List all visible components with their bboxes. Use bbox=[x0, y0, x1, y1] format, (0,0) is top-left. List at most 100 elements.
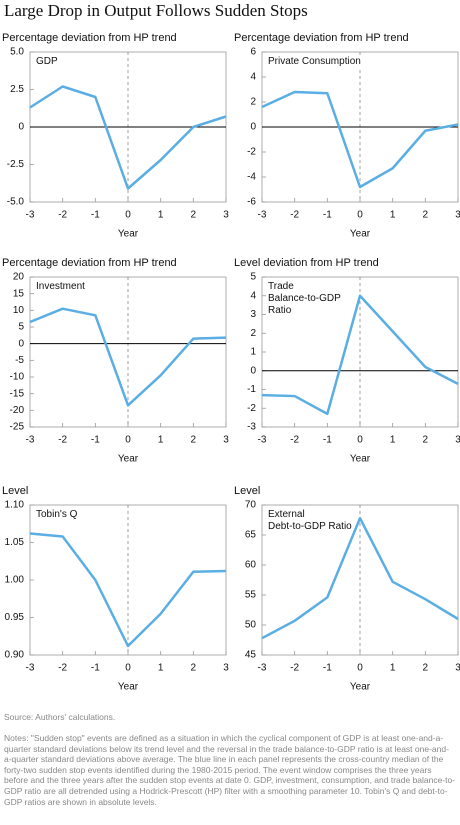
x-tick-label: -3 bbox=[26, 210, 35, 221]
x-tick-label: 3 bbox=[455, 435, 460, 446]
x-tick-label: -1 bbox=[323, 435, 332, 446]
x-tick-label: -3 bbox=[26, 663, 35, 674]
y-tick-label: -25 bbox=[10, 422, 25, 433]
notes: Notes: "Sudden stop" events are defined … bbox=[4, 733, 456, 807]
y-axis-label: Percentage deviation from HP trend bbox=[2, 32, 177, 44]
x-tick-label: 2 bbox=[423, 663, 429, 674]
x-tick-label: 0 bbox=[125, 435, 131, 446]
y-tick-label: 1.00 bbox=[5, 575, 25, 586]
data-line bbox=[29, 307, 227, 407]
y-tick-label: -2 bbox=[247, 403, 256, 414]
x-tick-label: 0 bbox=[125, 210, 131, 221]
x-tick-label: 2 bbox=[423, 435, 429, 446]
x-tick-label: 2 bbox=[191, 435, 197, 446]
x-tick-label: 3 bbox=[223, 210, 229, 221]
x-tick-label: 0 bbox=[357, 663, 363, 674]
x-tick-label: 3 bbox=[223, 663, 229, 674]
x-axis-label: Year bbox=[350, 229, 371, 240]
y-tick-label: 60 bbox=[245, 560, 257, 571]
x-tick-label: 2 bbox=[191, 210, 197, 221]
x-tick-label: -1 bbox=[91, 663, 100, 674]
x-tick-label: -1 bbox=[91, 210, 100, 221]
x-tick-label: 1 bbox=[158, 435, 164, 446]
y-tick-label: 6 bbox=[250, 47, 256, 58]
y-tick-label: -2 bbox=[247, 147, 256, 158]
panel-title: Private Consumption bbox=[268, 56, 361, 68]
y-tick-label: -1 bbox=[247, 384, 256, 395]
x-tick-label: -1 bbox=[91, 435, 100, 446]
y-axis-label: Percentage deviation from HP trend bbox=[234, 32, 409, 44]
panel: 0.90 0.95 1.00 1.05 1.10 -3 -2 -1 0 1 2 3 Year bbox=[5, 500, 230, 693]
y-tick-label: 2.5 bbox=[10, 84, 24, 95]
x-tick-label: 1 bbox=[390, 210, 396, 221]
y-tick-label: -20 bbox=[10, 405, 25, 416]
page-title: Large Drop in Output Follows Sudden Stop… bbox=[4, 1, 308, 20]
x-axis-label: Year bbox=[118, 229, 139, 240]
panel-title: Trade Balance-to-GDP Ratio bbox=[268, 281, 341, 317]
data-line bbox=[261, 516, 459, 640]
x-tick-label: -1 bbox=[323, 210, 332, 221]
x-axis-label: Year bbox=[118, 682, 139, 693]
panel-title: Tobin's Q bbox=[36, 509, 78, 521]
x-tick-label: 1 bbox=[158, 663, 164, 674]
y-tick-label: 0 bbox=[18, 338, 24, 349]
y-axis-label: Level deviation from HP trend bbox=[234, 257, 379, 269]
panel-title: Investment bbox=[36, 281, 85, 293]
x-tick-label: -3 bbox=[26, 435, 35, 446]
y-axis-label: Percentage deviation from HP trend bbox=[2, 257, 177, 269]
x-tick-label: -2 bbox=[58, 435, 67, 446]
x-tick-label: 1 bbox=[390, 663, 396, 674]
y-tick-label: 1 bbox=[250, 347, 256, 358]
panel: -6 -4 -2 0 2 4 6 -3 -2 -1 0 1 2 3 Year bbox=[247, 47, 460, 240]
y-tick-label: 4 bbox=[250, 290, 256, 301]
y-tick-label: -5.0 bbox=[7, 197, 25, 208]
x-tick-label: -2 bbox=[290, 210, 299, 221]
data-line bbox=[261, 90, 459, 189]
x-tick-label: -3 bbox=[258, 210, 267, 221]
x-tick-label: -1 bbox=[323, 663, 332, 674]
y-tick-label: 0 bbox=[250, 365, 256, 376]
x-tick-label: -3 bbox=[258, 663, 267, 674]
x-tick-label: 2 bbox=[423, 210, 429, 221]
panel-title: GDP bbox=[36, 56, 58, 68]
y-tick-label: 1.05 bbox=[5, 537, 25, 548]
data-line bbox=[29, 532, 227, 648]
y-tick-label: 55 bbox=[245, 590, 257, 601]
y-tick-label: 4 bbox=[250, 72, 256, 83]
x-tick-label: 2 bbox=[191, 663, 197, 674]
y-tick-label: 20 bbox=[13, 272, 25, 283]
x-axis-label: Year bbox=[350, 682, 371, 693]
y-tick-label: 0.90 bbox=[5, 650, 25, 661]
x-tick-label: -3 bbox=[258, 435, 267, 446]
y-tick-label: 65 bbox=[245, 530, 257, 541]
y-tick-label: -2.5 bbox=[7, 159, 25, 170]
x-tick-label: 3 bbox=[455, 663, 460, 674]
y-tick-label: 0 bbox=[250, 122, 256, 133]
y-tick-label: 0.95 bbox=[5, 612, 25, 623]
y-tick-label: 10 bbox=[13, 305, 25, 316]
y-tick-label: 5.0 bbox=[10, 47, 24, 58]
y-tick-label: -3 bbox=[247, 422, 256, 433]
y-tick-label: 50 bbox=[245, 620, 257, 631]
y-tick-label: -4 bbox=[247, 172, 256, 183]
panel: -3 -2 -1 0 1 2 3 4 5 -3 -2 -1 0 1 2 3 Year bbox=[247, 272, 460, 465]
y-tick-label: 45 bbox=[245, 650, 257, 661]
x-tick-label: -2 bbox=[290, 435, 299, 446]
y-tick-label: 1.10 bbox=[5, 500, 25, 511]
source: Source: Authors' calculations. bbox=[4, 712, 116, 722]
y-tick-label: 70 bbox=[245, 500, 257, 511]
panel: -5.0 -2.5 0 2.5 5.0 -3 -2 -1 0 1 2 3 Year bbox=[7, 47, 229, 240]
y-axis-label: Level bbox=[234, 485, 261, 497]
y-tick-label: -5 bbox=[15, 355, 24, 366]
x-tick-label: 0 bbox=[357, 210, 363, 221]
x-axis-label: Year bbox=[350, 454, 371, 465]
panel-title: External Debt-to-GDP Ratio bbox=[268, 509, 352, 533]
data-line bbox=[29, 85, 227, 190]
x-tick-label: 0 bbox=[357, 435, 363, 446]
y-tick-label: 15 bbox=[13, 288, 25, 299]
x-tick-label: 3 bbox=[223, 435, 229, 446]
y-tick-label: 0 bbox=[18, 122, 24, 133]
y-tick-label: 2 bbox=[250, 328, 256, 339]
panel: 45 50 55 60 65 70 -3 -2 -1 0 1 2 3 Year bbox=[245, 500, 460, 693]
